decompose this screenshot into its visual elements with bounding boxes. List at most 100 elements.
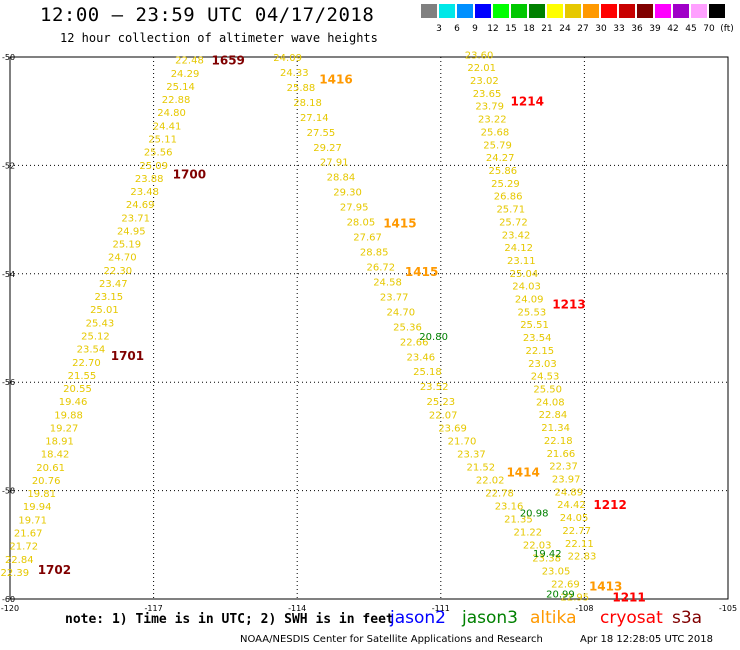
- wave-height-value: 29.30: [333, 188, 362, 199]
- wave-height-value: 25.23: [426, 397, 455, 408]
- wave-height-value: 27.55: [307, 128, 336, 139]
- wave-height-value: 25.71: [496, 205, 525, 216]
- pass-time-label: 1211: [612, 590, 645, 604]
- wave-height-value: 28.85: [360, 248, 389, 259]
- legend-label: 33: [613, 24, 625, 34]
- wave-height-value: 22.37: [549, 462, 578, 473]
- pass-time-label: 1414: [506, 466, 539, 480]
- lon-label: -111: [432, 604, 450, 613]
- wave-height-value: 22.48: [175, 56, 204, 67]
- lon-label: -105: [719, 604, 737, 613]
- lon-label: -117: [145, 604, 163, 613]
- wave-height-value: 23.22: [478, 115, 507, 126]
- legend-swatch: [673, 4, 689, 18]
- legend-label: 18: [523, 24, 535, 34]
- wave-height-value: 22.02: [476, 476, 505, 487]
- legend-label: 27: [577, 24, 589, 34]
- wave-height-value: 23.54: [77, 345, 106, 356]
- wave-height-value: 22.83: [568, 552, 597, 563]
- wave-height-value: 25.88: [287, 83, 316, 94]
- wave-height-value: 22.84: [539, 410, 568, 421]
- wave-height-value: 21.34: [541, 423, 570, 434]
- wave-height-value: 21.52: [466, 463, 495, 474]
- wave-height-value: 20.61: [36, 463, 65, 474]
- lat-label: -60: [2, 595, 15, 604]
- wave-height-value: 23.42: [502, 230, 531, 241]
- wave-height-value: 24.33: [280, 68, 309, 79]
- wave-height-value: 22.01: [467, 63, 496, 74]
- pass-time-label: 1659: [212, 54, 245, 68]
- legend-swatch: [511, 4, 527, 18]
- legend-swatch: [709, 4, 725, 18]
- wave-height-value: 24.95: [117, 226, 146, 237]
- wave-height-value: 24.80: [157, 108, 186, 119]
- legend-label: 36: [631, 24, 643, 34]
- wave-height-value: 22.78: [485, 489, 514, 500]
- lat-label: -52: [2, 161, 15, 170]
- wave-height-value: 25.68: [481, 127, 510, 138]
- wave-height-value: 21.70: [448, 437, 477, 448]
- wave-height-value: 22.39: [0, 568, 29, 579]
- wave-height-value: 27.14: [300, 113, 329, 124]
- axis-labels: -50 -52 -54 -56 -58 -60-120 -117 -114 -111 -108 -1…: [1, 53, 737, 613]
- wave-height-value: 20.55: [63, 384, 92, 395]
- wave-height-value: 24.27: [486, 153, 515, 164]
- wave-height-value: 26.72: [367, 262, 396, 273]
- pass-time-label: 1701: [111, 349, 144, 363]
- footnote: note: 1) Time is in UTC; 2) SWH is in fe…: [65, 612, 394, 627]
- lat-label: -50: [2, 53, 15, 62]
- wave-height-value: 20.80: [419, 332, 448, 343]
- graticule: [10, 57, 728, 599]
- wave-height-value: 23.71: [121, 213, 150, 224]
- pass-time-label: 1702: [38, 563, 71, 577]
- wave-height-value: 25.01: [90, 305, 119, 316]
- wave-height-value: 23.46: [407, 352, 436, 363]
- wave-height-value: 28.05: [347, 218, 376, 229]
- lat-label: -58: [2, 487, 15, 496]
- wave-height-value: 24.53: [531, 372, 560, 383]
- wave-height-value: 19.42: [533, 549, 562, 560]
- wave-height-value: 23.05: [542, 566, 571, 577]
- wave-height-value: 21.66: [547, 449, 576, 460]
- wave-height-value: 20.98: [520, 508, 549, 519]
- legend-label: 42: [667, 24, 679, 34]
- wave-height-value: 23.77: [380, 292, 409, 303]
- legend-swatch: [475, 4, 491, 18]
- wave-height-value: 24.12: [504, 243, 533, 254]
- wave-height-value: 22.69: [551, 579, 580, 590]
- legend-altika: altika: [530, 608, 577, 628]
- legend-swatch: [565, 4, 581, 18]
- wave-height-value: 23.16: [495, 502, 524, 513]
- wave-height-value: 23.65: [473, 89, 502, 100]
- wave-height-value: 25.53: [518, 307, 547, 318]
- wave-height-value: 18.42: [41, 450, 70, 461]
- pass-time-label: 1700: [173, 168, 206, 182]
- wave-height-value: 19.81: [27, 489, 56, 500]
- wave-height-value: 27.67: [353, 233, 382, 244]
- legend-swatch: [529, 4, 545, 18]
- wave-height-value: 24.09: [273, 53, 302, 64]
- wave-height-value: 25.12: [81, 332, 110, 343]
- wave-height-value: 25.14: [166, 82, 195, 93]
- wave-height-value: 19.88: [54, 410, 83, 421]
- wave-height-value: 21.72: [9, 542, 38, 553]
- pass-time-label: 1213: [552, 298, 585, 312]
- pass-time-label: 1214: [511, 94, 544, 108]
- legend-cryosat: cryosat: [600, 608, 663, 628]
- wave-height-value: 21.55: [68, 371, 97, 382]
- wave-height-value: 25.36: [393, 322, 422, 333]
- wave-height-value: 19.94: [23, 502, 52, 513]
- wave-height-value: 23.60: [465, 50, 494, 61]
- wave-height-value: 24.29: [171, 69, 200, 80]
- wave-height-value: 25.50: [533, 385, 562, 396]
- legend-swatch: [691, 4, 707, 18]
- wave-height-value: 23.38: [532, 553, 561, 564]
- legend-swatch: [547, 4, 563, 18]
- wave-height-value: 28.18: [293, 98, 322, 109]
- wave-height-value: 22.07: [429, 411, 458, 422]
- wave-height-value: 22.11: [565, 539, 594, 550]
- wave-height-value: 24.58: [373, 277, 402, 288]
- lon-label: -120: [1, 604, 19, 613]
- map-subtitle: 12 hour collection of altimeter wave hei…: [60, 31, 378, 45]
- pass-time-label: 1212: [593, 498, 626, 512]
